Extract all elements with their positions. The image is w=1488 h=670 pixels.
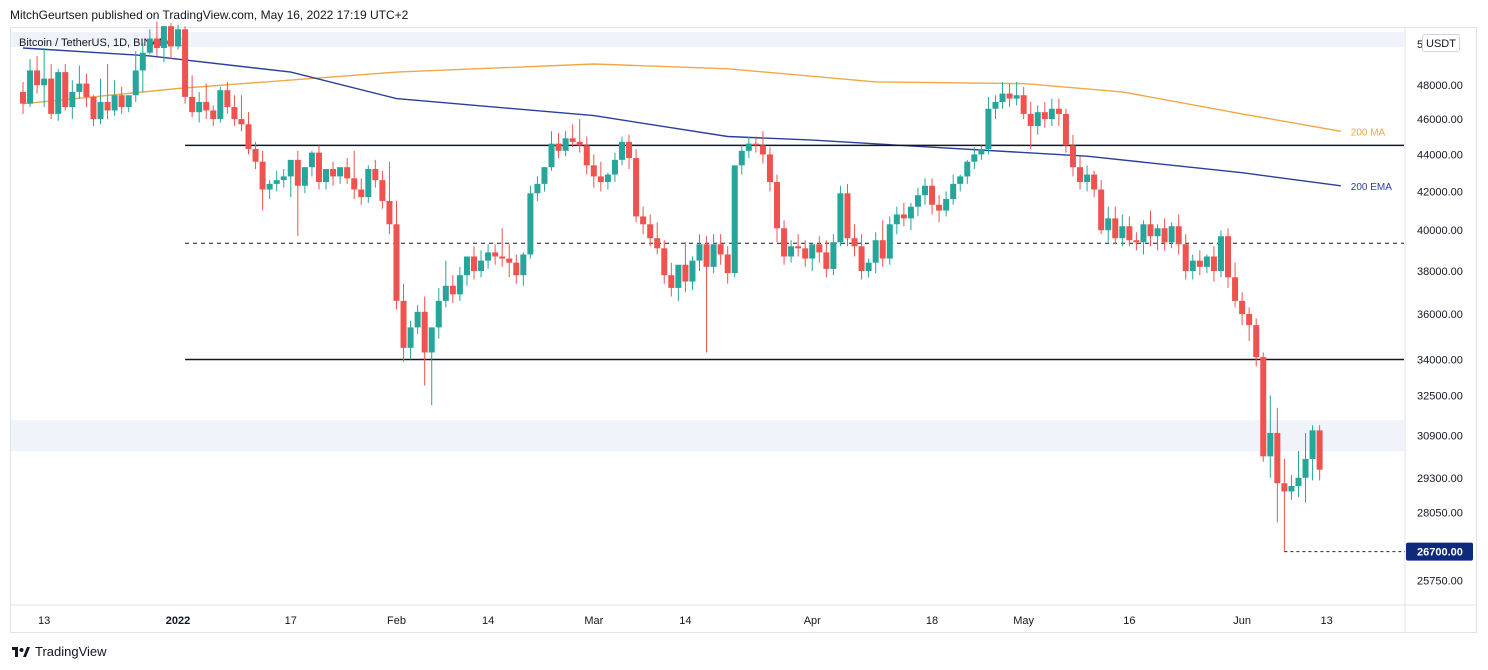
publish-line: MitchGeurtsen published on TradingView.c… [10, 8, 409, 22]
tradingview-logo-icon [12, 646, 30, 657]
tradingview-brand[interactable]: TradingView [12, 644, 107, 659]
brand-name: TradingView [35, 644, 107, 659]
chart-frame [10, 27, 1477, 633]
currency-badge[interactable]: USDT [1422, 34, 1460, 52]
symbol-band [11, 32, 1404, 47]
symbol-title[interactable]: Bitcoin / TetherUS, 1D, BINANCE [19, 37, 183, 49]
clipped-price-label: 5 [1417, 39, 1424, 51]
